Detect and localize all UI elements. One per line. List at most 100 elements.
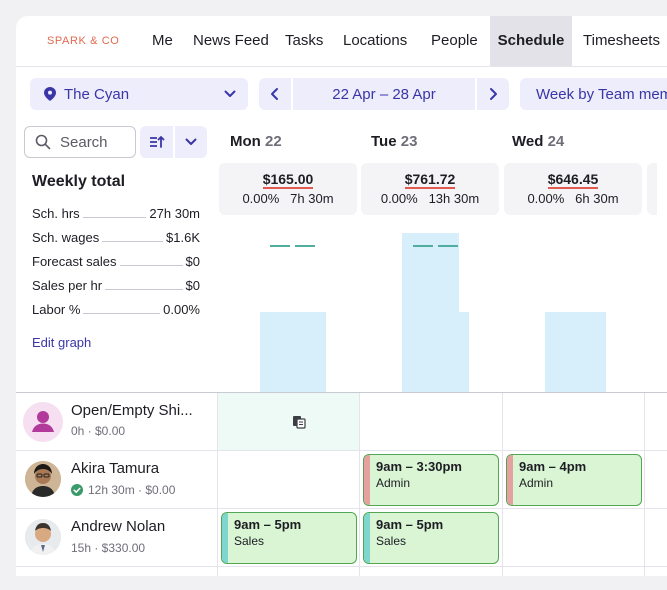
day-summary-sub: 0.00% 6h 30m: [504, 191, 642, 206]
day-header-mon[interactable]: Mon 22: [230, 133, 282, 150]
paste-icon[interactable]: [292, 415, 306, 429]
day-summary-sub: 0.00% 13h 30m: [361, 191, 499, 206]
leader-line: [105, 289, 183, 290]
day-number: 24: [547, 133, 565, 150]
shift-role: Sales: [376, 534, 407, 548]
shift-role-stripe: [364, 455, 370, 505]
chevron-down-icon: [185, 138, 196, 145]
person-photo: [25, 461, 61, 497]
column-divider: [502, 393, 503, 576]
day-hours: 6h 30m: [575, 191, 619, 206]
person-meta: 0h · $0.00: [71, 424, 125, 438]
chevron-left-icon: [271, 88, 278, 100]
day-hours: 13h 30m: [428, 191, 480, 206]
day-labor-pct: 0.00%: [380, 191, 418, 206]
user-icon: [32, 411, 54, 432]
nav-tab-tasks[interactable]: Tasks: [285, 32, 324, 49]
avatar: [25, 461, 61, 497]
leader-line: [119, 265, 183, 266]
weekly-row-value: 27h 30m: [149, 206, 200, 221]
shift-card[interactable]: 9am – 3:30pm Admin: [363, 454, 499, 506]
day-summary-sub: 0.00% 7h 30m: [219, 191, 357, 206]
weekly-row-sch-wages: Sch. wages $1.6K: [32, 229, 200, 245]
nav-tab-news-feed[interactable]: News Feed: [193, 32, 269, 49]
person-hours-wages: 12h 30m · $0.00: [88, 483, 176, 497]
weekly-row-value: $1.6K: [166, 230, 200, 245]
avatar: [25, 519, 61, 555]
view-select[interactable]: Week by Team member: [520, 78, 667, 110]
location-select[interactable]: The Cyan: [30, 78, 248, 110]
sort-options-button[interactable]: [173, 126, 206, 158]
person-row-andrew-nolan[interactable]: Andrew Nolan 15h · $330.00: [16, 509, 217, 566]
shift-time: 9am – 5pm: [234, 517, 302, 532]
row-divider: [16, 566, 667, 567]
nav-tab-schedule[interactable]: Schedule: [490, 16, 572, 66]
chevron-right-icon: [490, 88, 497, 100]
day-header-wed[interactable]: Wed 24: [512, 133, 564, 150]
edit-graph-link[interactable]: Edit graph: [32, 335, 92, 350]
location-label: The Cyan: [64, 85, 130, 103]
person-row-akira-tamura[interactable]: Akira Tamura 12h 30m · $0.00: [16, 451, 217, 508]
map-pin-icon: [44, 87, 56, 101]
weekly-row-sales-per-hr: Sales per hr $0: [32, 277, 200, 293]
person-meta: 12h 30m · $0.00: [71, 483, 175, 497]
column-divider: [217, 393, 218, 576]
day-wages: $646.45: [547, 171, 599, 189]
row-divider: [16, 450, 667, 451]
search-input[interactable]: Search: [24, 126, 136, 158]
day-number: 22: [265, 133, 282, 150]
day-labor-pct: 0.00%: [527, 191, 565, 206]
grid-divider: [16, 392, 667, 393]
next-week-button[interactable]: [477, 78, 509, 110]
leader-line: [102, 241, 164, 242]
weekly-row-label: Labor %: [32, 302, 81, 317]
day-summary-mon: $165.00 0.00% 7h 30m: [219, 163, 357, 215]
weekly-row-sch-hrs: Sch. hrs 27h 30m: [32, 205, 200, 221]
person-hours-wages: 15h · $330.00: [71, 541, 146, 555]
graph-bar-tue: [402, 233, 459, 392]
date-range[interactable]: 22 Apr – 28 Apr: [291, 78, 477, 110]
open-shift-cell-mon[interactable]: [218, 393, 359, 450]
shift-time: 9am – 5pm: [376, 517, 444, 532]
leader-line: [82, 217, 147, 218]
shift-card[interactable]: 9am – 5pm Sales: [363, 512, 499, 564]
day-wages: $165.00: [262, 171, 314, 189]
weekly-row-value: 0.00%: [163, 302, 200, 317]
person-photo: [25, 519, 61, 555]
prev-week-button[interactable]: [259, 78, 291, 110]
nav-tab-me[interactable]: Me: [152, 32, 173, 49]
person-name: Andrew Nolan: [71, 518, 166, 535]
graph-bar-mon: [260, 312, 326, 392]
day-name: Tue: [371, 133, 397, 150]
leader-line: [83, 313, 161, 314]
search-icon: [35, 134, 51, 150]
date-navigator: 22 Apr – 28 Apr: [259, 78, 509, 110]
shift-card[interactable]: 9am – 4pm Admin: [506, 454, 642, 506]
shift-card[interactable]: 9am – 5pm Sales: [221, 512, 357, 564]
person-row-open-shifts[interactable]: Open/Empty Shi... 0h · $0.00: [16, 393, 217, 450]
day-summary-thu-partial: [647, 163, 657, 215]
sort-button[interactable]: [140, 126, 173, 158]
person-name: Open/Empty Shi...: [71, 402, 193, 419]
weekly-row-label: Sch. hrs: [32, 206, 80, 221]
chevron-down-icon: [224, 90, 236, 97]
day-hours: 7h 30m: [290, 191, 334, 206]
graph-bar-tue-tail: [459, 312, 469, 392]
graph-bar-wed: [545, 312, 606, 392]
sort-icon: [149, 136, 164, 148]
weekly-row-label: Sales per hr: [32, 278, 103, 293]
nav-tab-timesheets[interactable]: Timesheets: [583, 32, 660, 49]
graph-forecast-dash: [295, 245, 315, 247]
sort-control: [140, 126, 207, 158]
day-labor-pct: 0.00%: [242, 191, 280, 206]
graph-forecast-dash: [413, 245, 433, 247]
weekly-row-forecast-sales: Forecast sales $0: [32, 253, 200, 269]
nav-tab-people[interactable]: People: [431, 32, 478, 49]
shift-role-stripe: [222, 513, 228, 563]
shift-role: Admin: [519, 476, 554, 490]
brand-logo[interactable]: SPARK & CO: [47, 35, 120, 47]
day-header-tue[interactable]: Tue 23: [371, 133, 417, 150]
nav-tab-locations[interactable]: Locations: [343, 32, 408, 49]
day-wages: $761.72: [404, 171, 456, 189]
